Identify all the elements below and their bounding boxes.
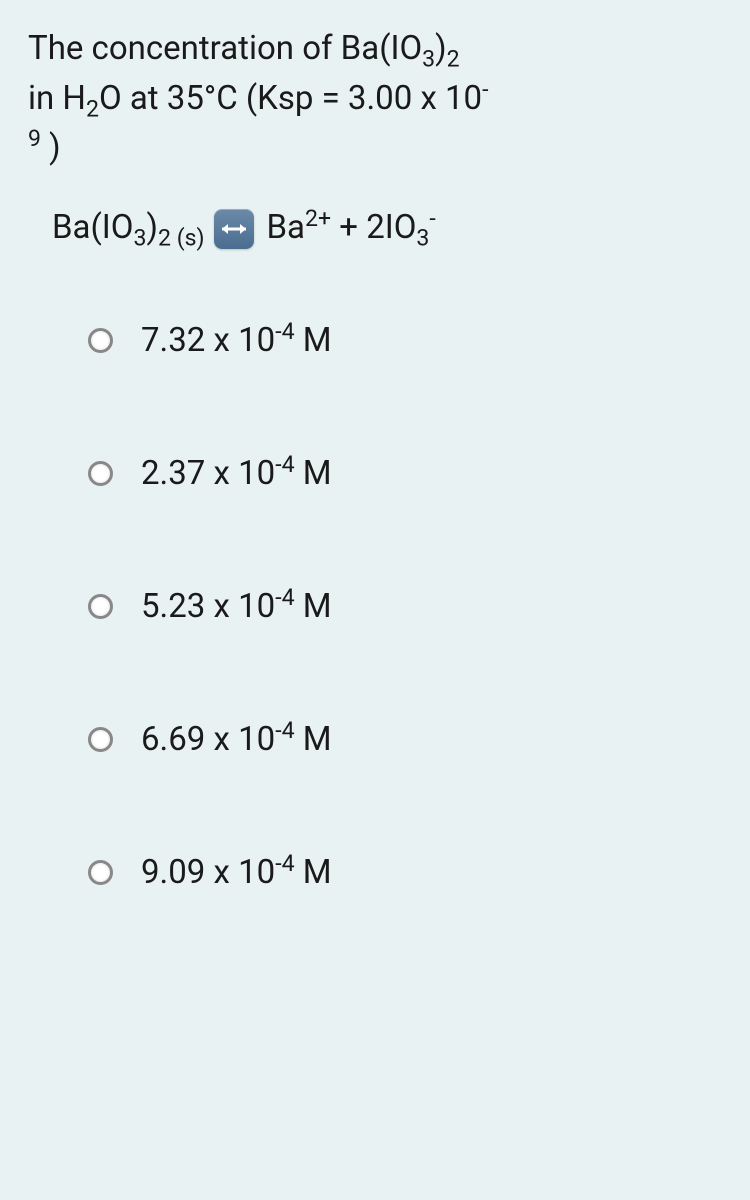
q-sup-neg: - (482, 76, 488, 103)
option-c[interactable]: 5.23 x 10-4 M (88, 590, 722, 623)
option-text: 7.32 x 10-4 M (141, 324, 332, 357)
option-exp: -4 (275, 451, 294, 478)
option-unit: M (295, 454, 332, 493)
eq-reactant: Ba(IO (52, 208, 134, 247)
chemical-equation: Ba(IO3)2 (s) Ba2+ + 2IO3- (28, 203, 722, 256)
option-coeff: 5.23 x 10 (141, 587, 275, 626)
eq-sub3: 3 (416, 224, 429, 251)
question-stem: The concentration of Ba(IO3)2 in H2O at … (28, 24, 722, 173)
option-d[interactable]: 6.69 x 10-4 M (88, 723, 722, 756)
option-unit: M (295, 587, 332, 626)
option-text: 5.23 x 10-4 M (141, 590, 332, 623)
option-text: 6.69 x 10-4 M (141, 723, 332, 756)
eq-sub1: 3 (134, 224, 147, 251)
eq-product1: Ba (266, 208, 305, 247)
option-coeff: 6.69 x 10 (141, 720, 275, 759)
q-sub-h2o: 2 (86, 95, 99, 122)
option-exp: -4 (275, 717, 294, 744)
eq-plus: + 2IO (331, 208, 416, 247)
option-a[interactable]: 7.32 x 10-4 M (88, 324, 722, 357)
option-b[interactable]: 2.37 x 10-4 M (88, 457, 722, 490)
radio-button[interactable] (88, 594, 113, 619)
option-coeff: 2.37 x 10 (141, 454, 275, 493)
radio-button[interactable] (88, 328, 113, 353)
option-e[interactable]: 9.09 x 10-4 M (88, 856, 722, 889)
radio-button[interactable] (88, 727, 113, 752)
option-exp: -4 (275, 850, 294, 877)
eq-sub2: 2 (158, 224, 171, 251)
option-exp: -4 (275, 584, 294, 611)
q-sub-io3: 3 (422, 46, 435, 73)
eq-part2: ) (146, 208, 158, 247)
eq-sup2: - (429, 205, 435, 232)
option-unit: M (295, 720, 332, 759)
q-line3-post: ) (41, 128, 61, 167)
answer-options: 7.32 x 10-4 M 2.37 x 10-4 M 5.23 x 10-4 … (28, 324, 722, 889)
q-line2-mid: O at 35°C (Ksp = 3.00 x 10 (99, 79, 482, 118)
q-line2-pre: in H (28, 79, 86, 118)
option-coeff: 9.09 x 10 (141, 853, 275, 892)
radio-button[interactable] (88, 860, 113, 885)
option-text: 9.09 x 10-4 M (141, 856, 332, 889)
q-line1-mid: ) (435, 29, 447, 68)
q-sub-2: 2 (447, 46, 460, 73)
q-line1-pre: The concentration of Ba(IO (28, 29, 422, 68)
option-text: 2.37 x 10-4 M (141, 457, 332, 490)
option-coeff: 7.32 x 10 (141, 321, 275, 360)
radio-button[interactable] (88, 461, 113, 486)
option-exp: -4 (275, 318, 294, 345)
option-unit: M (295, 853, 332, 892)
eq-sup1: 2+ (305, 205, 331, 232)
equilibrium-arrow-icon (214, 209, 254, 249)
eq-state: (s) (171, 224, 210, 251)
option-unit: M (295, 321, 332, 360)
q-sup-9: 9 (28, 125, 41, 152)
